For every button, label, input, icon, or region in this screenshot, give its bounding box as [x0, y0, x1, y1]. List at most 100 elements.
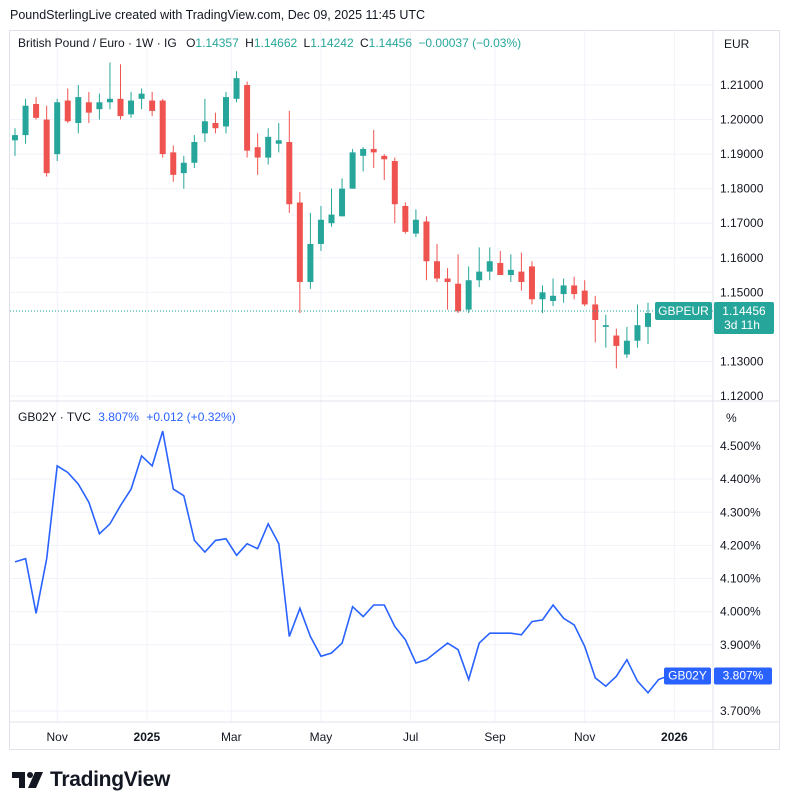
bar-countdown-label: 3d 11h [724, 318, 760, 332]
candle [22, 98, 29, 144]
candle-body [180, 162, 187, 174]
candle-body [571, 285, 578, 295]
candle [33, 97, 40, 120]
candle [486, 247, 493, 281]
lower-tick-label: 3.700% [720, 704, 761, 718]
lower-tick-label: 4.400% [720, 472, 761, 486]
upper-tick-label: 1.12000 [720, 389, 764, 403]
candle [170, 145, 177, 182]
gbpeur-price-box [714, 301, 774, 334]
candle-body [33, 104, 40, 118]
tradingview-logo-icon [12, 772, 43, 788]
candle-body [328, 214, 335, 224]
gbpeur-price-tag[interactable]: GBPEUR 1.14456 3d 11h [655, 301, 774, 334]
candle [623, 326, 630, 358]
time-tick-label: 2025 [134, 730, 161, 744]
gb02y-ticker-label: GB02Y [668, 669, 707, 683]
candle-body [391, 161, 398, 205]
lower-legend[interactable]: GB02Y · TVC 3.807% +0.012 (+0.32%) [18, 410, 236, 424]
low-value: 1.14242 [310, 36, 354, 50]
candle [117, 64, 124, 120]
lower-symbol: GB02Y · TVC [18, 410, 91, 424]
candle [296, 192, 303, 314]
candle-body [592, 304, 599, 320]
candle [402, 202, 409, 234]
tradingview-logo[interactable]: TradingView [12, 768, 170, 792]
gb02y-value-box [714, 667, 772, 685]
candle-body [265, 136, 272, 158]
upper-price-axis: 1.21000 1.20000 1.19000 1.18000 1.17000 1.160… [720, 78, 764, 403]
time-tick-label: Sep [484, 730, 506, 744]
upper-tick-label: 1.18000 [720, 182, 764, 196]
candle [96, 93, 103, 120]
candle [138, 88, 145, 110]
gbpeur-price-label: 1.14456 [722, 304, 766, 318]
candle [349, 148, 356, 189]
candle [571, 276, 578, 300]
candle-body [623, 340, 630, 355]
close-key: C [359, 36, 369, 50]
gb02y-value-tag[interactable]: GB02Y 3.807% [664, 667, 772, 685]
candle [339, 178, 346, 217]
candle-body [412, 219, 419, 234]
candle-body [233, 78, 240, 99]
candle [106, 62, 113, 110]
lower-change: +0.012 (+0.32%) [146, 410, 236, 424]
upper-currency-label[interactable]: EUR [724, 37, 750, 51]
candle [244, 81, 251, 158]
candle [286, 110, 293, 213]
upper-tick-label: 1.13000 [720, 354, 764, 368]
candle [328, 188, 335, 227]
candle-body [106, 98, 113, 103]
candle-body [550, 295, 557, 301]
change-value: −0.00037 (−0.03%) [418, 36, 522, 50]
candle [223, 91, 229, 134]
candle-body [275, 140, 282, 144]
candle-body [244, 85, 251, 151]
lower-price-axis: 4.500% 4.400% 4.300% 4.200% 4.100% 4.000% 3.90… [720, 439, 761, 718]
candle-body [465, 280, 472, 310]
upper-tick-label: 1.17000 [720, 216, 764, 230]
candle-body [434, 261, 440, 279]
candle [265, 128, 272, 165]
candle-body [128, 100, 135, 115]
gb02y-ticker-tag [664, 667, 711, 685]
time-tick-label: Mar [221, 730, 242, 744]
gb02y-value-label: 3.807% [723, 669, 764, 683]
candle-body [455, 283, 462, 312]
candle [412, 209, 419, 238]
candle [645, 302, 651, 345]
candle-body [370, 148, 377, 153]
candle [233, 71, 240, 103]
candle-body [159, 100, 166, 155]
candle [455, 254, 462, 314]
upper-legend[interactable]: British Pound / Euro · 1W · IG O1.14357 … [18, 36, 521, 50]
candle-body [12, 135, 18, 141]
candle-body [539, 292, 546, 300]
candle [391, 157, 398, 224]
lower-unit-label[interactable]: % [726, 411, 737, 425]
upper-tick-label: 1.21000 [720, 78, 764, 92]
lower-tick-label: 4.200% [720, 538, 761, 552]
lower-grid [10, 445, 713, 712]
candle-body [191, 142, 198, 163]
candle [307, 212, 314, 289]
candle-body [96, 102, 103, 110]
candle [476, 247, 483, 288]
candle-body [476, 271, 483, 281]
high-value: 1.14662 [253, 36, 298, 50]
candle-body [560, 285, 567, 295]
candle-body [518, 271, 525, 282]
candle [497, 250, 504, 276]
open-value: 1.14357 [195, 36, 239, 50]
candle [64, 88, 71, 124]
lower-tick-label: 4.300% [720, 505, 761, 519]
candle-body [360, 148, 367, 156]
candle [12, 128, 18, 156]
candle [43, 105, 50, 177]
lower-tick-label: 4.500% [720, 439, 761, 453]
candle [434, 243, 440, 282]
candle-body [528, 266, 535, 300]
candle-body [43, 119, 50, 174]
